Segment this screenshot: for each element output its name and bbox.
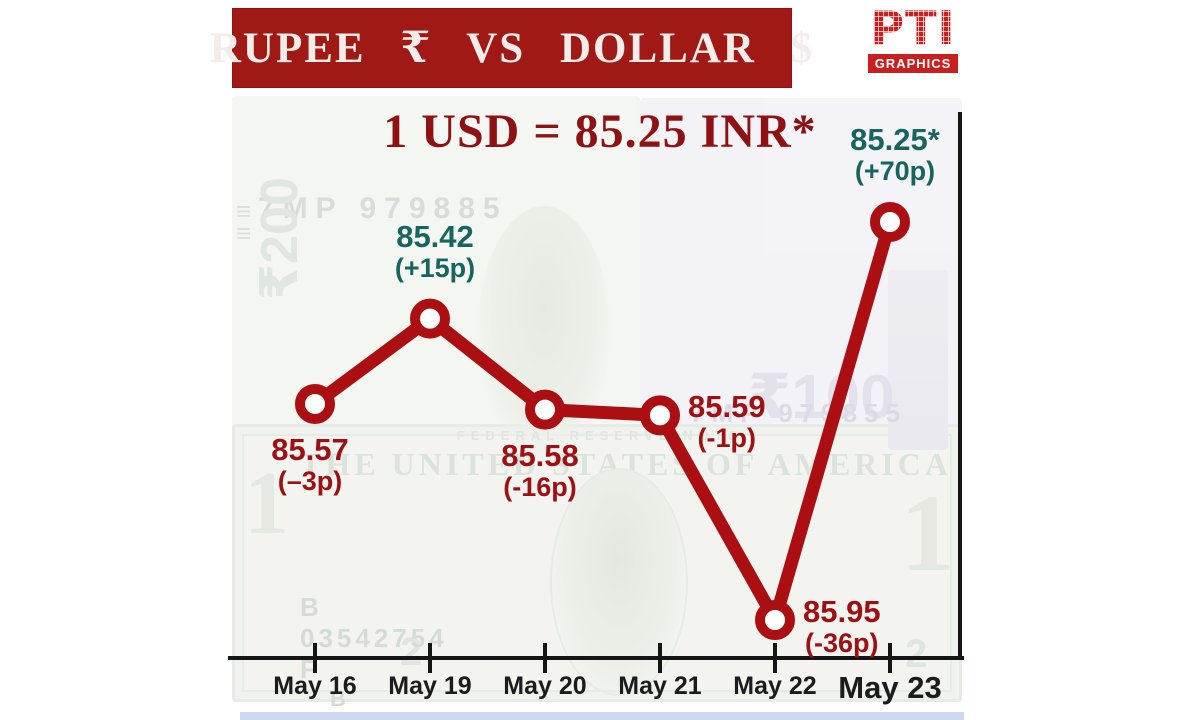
banner-title: RUPEE ₹ VS DOLLAR $ bbox=[209, 25, 815, 72]
point-label: 85.42 (+15p) bbox=[360, 221, 510, 282]
note-edge-marks: ≡ ≡ bbox=[236, 196, 252, 248]
point-value: 85.25* bbox=[850, 122, 940, 157]
x-axis-label: May 20 bbox=[503, 672, 587, 700]
x-axis-label: May 19 bbox=[388, 672, 472, 700]
pti-logo-subtext: GRAPHICS bbox=[867, 54, 959, 73]
x-axis-label: May 16 bbox=[273, 672, 357, 700]
point-change: (+15p) bbox=[394, 252, 476, 283]
ashoka-pillar-watermark bbox=[888, 270, 948, 450]
point-value: 85.57 bbox=[271, 431, 349, 467]
point-value: 85.42 bbox=[396, 218, 474, 254]
rate-line bbox=[308, 215, 897, 627]
data-point-marker bbox=[295, 383, 335, 424]
data-point-marker bbox=[525, 389, 565, 430]
exchange-rate-headline: 1 USD = 85.25 INR* bbox=[383, 105, 817, 158]
dollar-serial-number: B 03542754 F bbox=[300, 592, 448, 684]
x-axis-line bbox=[228, 656, 964, 660]
point-value: 85.95 bbox=[803, 594, 881, 629]
dollar-two-mark-left: 2 bbox=[400, 630, 423, 674]
pti-logo-text: PTI bbox=[858, 4, 968, 52]
x-axis-tick bbox=[543, 643, 547, 673]
data-point-marker bbox=[870, 202, 910, 242]
x-axis-label: May 23 bbox=[838, 670, 942, 705]
dollar-two-mark-right: 2 bbox=[905, 632, 928, 676]
chart-right-border bbox=[958, 112, 962, 660]
point-label: 85.57 (–3p) bbox=[235, 434, 385, 495]
point-label: 85.95 (-36p) bbox=[803, 596, 881, 657]
x-axis-tick bbox=[428, 643, 432, 673]
inr100-serial-number: 7MP 979855 bbox=[690, 398, 907, 428]
point-change: (-16p) bbox=[503, 471, 577, 502]
point-label: 85.58 (-16p) bbox=[465, 440, 615, 501]
x-axis-tick bbox=[773, 643, 777, 673]
dollar-one-numeral-right: 1 bbox=[900, 472, 955, 594]
point-value: 85.58 bbox=[501, 437, 579, 473]
point-change: (–3p) bbox=[277, 465, 343, 496]
x-axis-tick bbox=[313, 643, 317, 673]
pti-graphics-logo: PTI GRAPHICS bbox=[858, 4, 968, 88]
point-label: 85.59 (-1p) bbox=[688, 391, 766, 452]
x-axis-label: May 22 bbox=[733, 672, 817, 700]
title-banner: RUPEE ₹ VS DOLLAR $ bbox=[210, 8, 812, 88]
inr100-denomination: ₹100 bbox=[748, 363, 895, 432]
dollar-one-numeral-left: 1 bbox=[244, 454, 289, 553]
inr200-serial-number: 7MP 979885 bbox=[258, 192, 508, 225]
point-value: 85.59 bbox=[688, 389, 766, 425]
data-point-marker bbox=[755, 600, 795, 640]
data-point-marker bbox=[640, 395, 680, 436]
x-axis-tick bbox=[888, 643, 892, 673]
point-change: (-36p) bbox=[805, 628, 879, 658]
point-label: 85.25* (+70p) bbox=[820, 124, 970, 185]
bottom-accent-strip bbox=[240, 712, 964, 720]
data-point-marker bbox=[410, 298, 450, 339]
point-change: (+70p) bbox=[854, 156, 936, 186]
x-axis-label: May 21 bbox=[618, 672, 702, 700]
point-change: (-1p) bbox=[697, 423, 757, 454]
x-axis-tick bbox=[658, 643, 662, 673]
